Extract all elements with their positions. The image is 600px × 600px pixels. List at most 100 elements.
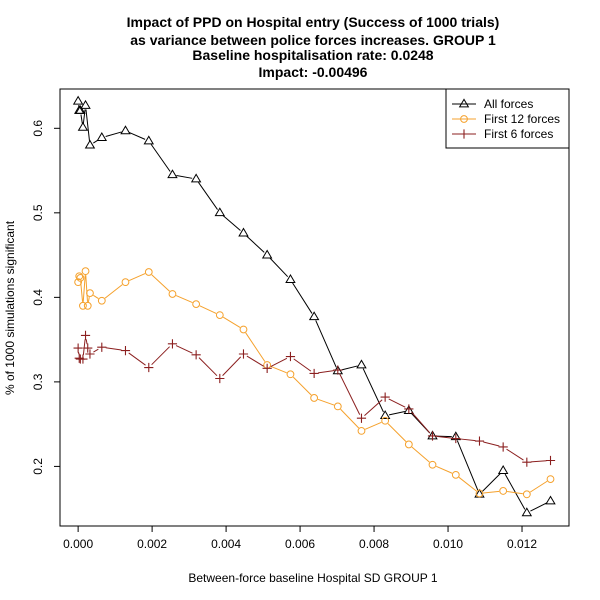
data-point: [381, 416, 390, 425]
legend-label: First 6 forces: [484, 127, 553, 141]
x-tick-label: 0.010: [433, 537, 463, 551]
legend-marker: [459, 129, 469, 139]
data-point: [356, 359, 367, 369]
data-point: [84, 139, 96, 149]
data-point: [261, 249, 273, 259]
data-point: [75, 272, 84, 281]
data-point: [190, 173, 202, 183]
data-point: [167, 169, 178, 179]
data-point: [428, 460, 437, 469]
series-line: [78, 339, 547, 463]
data-point: [168, 290, 177, 298]
x-tick-label: 0.012: [507, 537, 537, 551]
y-axis: 0.2 0.3 0.4 0.5 0.6: [31, 120, 60, 475]
data-point: [451, 433, 461, 444]
y-tick-label: 0.3: [31, 373, 45, 390]
x-tick-label: 0.004: [211, 537, 241, 551]
data-point: [83, 343, 93, 353]
data-point: [285, 274, 296, 283]
x-tick-label: 0.008: [359, 537, 389, 551]
data-point: [333, 365, 343, 375]
data-point: [238, 227, 249, 237]
data-point: [333, 402, 342, 411]
data-point: [120, 125, 131, 135]
data-point: [286, 370, 295, 379]
baseline-rate-text: Baseline hospitalisation rate: 0.0248: [192, 47, 433, 63]
data-point: [238, 349, 249, 359]
data-point: [79, 301, 87, 310]
data-point: [545, 455, 556, 466]
data-point: [167, 339, 178, 349]
plot-frame: [59, 88, 570, 527]
data-point: [215, 373, 225, 384]
data-point: [83, 301, 92, 310]
data-point: [521, 507, 533, 517]
data-point: [404, 440, 413, 449]
data-point: [404, 404, 414, 414]
data-point: [78, 354, 88, 364]
data-point: [427, 431, 438, 441]
data-point: [72, 95, 84, 105]
y-tick-label: 0.4: [31, 289, 45, 306]
data-point: [474, 436, 485, 446]
data-point: [215, 311, 224, 320]
data-point: [356, 413, 367, 423]
data-point: [80, 330, 91, 340]
data-point: [97, 296, 106, 305]
data-point: [310, 394, 319, 402]
data-point: [96, 132, 108, 141]
x-axis: 0.000 0.002 0.004 0.006 0.008 0.010 0.012: [63, 526, 537, 551]
x-tick-label: 0.006: [285, 537, 315, 551]
data-point: [498, 442, 508, 452]
data-point: [522, 457, 532, 467]
data-point: [74, 353, 84, 363]
data-point: [262, 363, 272, 373]
data-point: [76, 274, 85, 282]
data-point: [285, 351, 296, 362]
data-point: [379, 410, 391, 420]
series-line: [80, 273, 548, 495]
data-point: [499, 487, 508, 495]
data-point: [545, 495, 556, 505]
x-tick-label: 0.002: [137, 537, 167, 551]
data-point: [120, 346, 131, 356]
data-point: [86, 289, 94, 298]
chart-title-line-1: Impact of PPD on Hospital entry (Success…: [127, 14, 500, 30]
data-point: [451, 470, 460, 479]
impact-text: Impact: -0.00496: [259, 64, 368, 80]
data-point: [309, 368, 319, 379]
x-tick-label: 0.000: [63, 537, 93, 551]
y-axis-label: % of 1000 simulations significant: [3, 220, 17, 395]
data-point: [191, 350, 201, 360]
legend-label: All forces: [484, 97, 533, 111]
data-point: [192, 300, 201, 309]
y-tick-label: 0.2: [31, 458, 45, 475]
series-first-6-forces: [73, 330, 556, 467]
y-tick-label: 0.5: [31, 204, 45, 221]
series-layer: [72, 95, 556, 517]
data-point: [546, 475, 555, 483]
data-point: [497, 465, 509, 474]
series-all-forces: [72, 95, 556, 517]
data-point: [357, 427, 366, 435]
data-point: [73, 343, 83, 353]
data-point: [80, 99, 91, 109]
data-point: [144, 362, 154, 373]
data-point: [380, 392, 390, 402]
data-point: [81, 267, 90, 276]
legend-marker: [460, 115, 468, 123]
data-point: [239, 325, 248, 334]
series-first-12-forces: [74, 267, 555, 499]
data-point: [308, 311, 320, 321]
data-point: [97, 342, 107, 352]
data-point: [75, 104, 86, 114]
data-point: [144, 268, 153, 276]
legend-label: First 12 forces: [484, 112, 560, 126]
legend-marker: [458, 98, 470, 108]
data-point: [121, 278, 130, 287]
chart-title-line-2: as variance between police forces increa…: [130, 32, 496, 48]
series-line: [78, 105, 548, 512]
data-point: [77, 121, 89, 131]
